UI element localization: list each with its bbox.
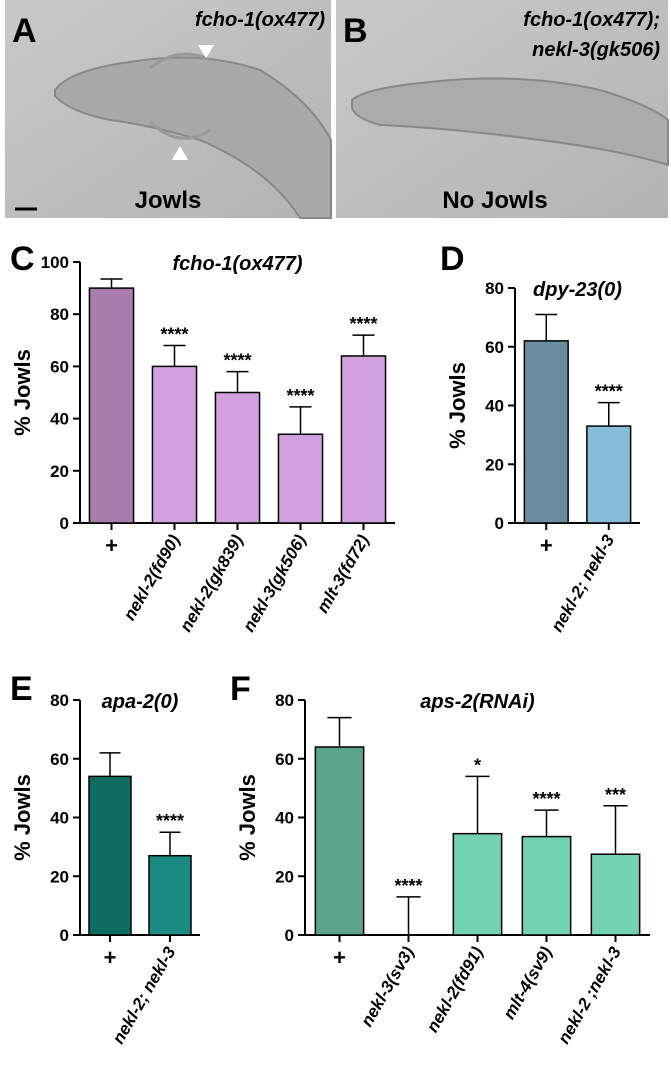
bar <box>215 393 259 524</box>
x-tick-label: mlt-4(sv9) <box>499 943 556 1022</box>
y-axis-label: % Jowls <box>10 349 35 436</box>
image-panel-b: B fcho-1(ox477); nekl-3(gk506) No Jowls <box>336 0 668 218</box>
bar <box>524 341 568 523</box>
y-tick-label: 60 <box>50 750 69 769</box>
y-tick-label: 40 <box>50 809 69 828</box>
bar <box>278 434 322 523</box>
x-tick-label: nekl-2; nekl-3 <box>109 943 180 1047</box>
x-tick-label: nekl-2(fd90) <box>120 531 184 623</box>
significance: **** <box>532 789 560 809</box>
panel-letter: F <box>230 670 251 708</box>
significance: *** <box>605 785 626 805</box>
y-tick-label: 0 <box>495 514 504 533</box>
y-axis-label: % Jowls <box>235 774 260 861</box>
y-tick-label: 0 <box>285 926 294 945</box>
y-tick-label: 20 <box>50 462 69 481</box>
chart-title: apa-2(0) <box>102 691 179 713</box>
y-tick-label: 80 <box>50 691 69 710</box>
x-tick-label: + <box>105 533 118 558</box>
chart-title: fcho-1(ox477) <box>172 253 302 275</box>
bar <box>587 426 631 523</box>
bar <box>341 356 385 523</box>
panel-letter: C <box>10 240 35 278</box>
y-tick-label: 40 <box>50 410 69 429</box>
y-tick-label: 60 <box>485 338 504 357</box>
significance: **** <box>595 382 623 402</box>
significance: **** <box>223 351 251 371</box>
bar <box>89 288 133 523</box>
y-tick-label: 40 <box>275 809 294 828</box>
y-tick-label: 20 <box>50 867 69 886</box>
bar <box>89 776 131 935</box>
x-tick-label: nekl-2 ;nekl-3 <box>554 943 625 1047</box>
bar <box>522 837 570 935</box>
significance: **** <box>349 314 377 334</box>
x-tick-label: nekl-3(gk506) <box>239 531 310 635</box>
x-tick-label: nekl-2; nekl-3 <box>547 531 618 635</box>
panel-letter: D <box>440 240 465 278</box>
y-tick-label: 0 <box>60 926 69 945</box>
y-tick-label: 100 <box>41 253 69 272</box>
chart-title: aps-2(RNAi) <box>420 691 535 713</box>
image-caption: Jowls <box>135 187 202 214</box>
panel-letter: E <box>10 670 33 708</box>
bar <box>152 366 196 523</box>
y-tick-label: 20 <box>275 867 294 886</box>
significance: * <box>474 755 481 775</box>
bar <box>149 856 191 935</box>
panel-letter: A <box>12 12 37 50</box>
bar <box>453 834 501 935</box>
significance: **** <box>160 325 188 345</box>
x-tick-label: + <box>540 533 553 558</box>
image-panel-a: A fcho-1(ox477) Jowls <box>5 0 331 218</box>
y-tick-label: 20 <box>485 455 504 474</box>
image-title: fcho-1(ox477) <box>195 9 325 31</box>
bar <box>315 747 363 935</box>
significance: **** <box>286 386 314 406</box>
y-tick-label: 80 <box>275 691 294 710</box>
x-tick-label: + <box>333 945 346 970</box>
x-tick-label: nekl-3(sv3) <box>357 943 418 1030</box>
y-tick-label: 40 <box>485 397 504 416</box>
y-axis-label: % Jowls <box>445 362 470 449</box>
image-title: fcho-1(ox477); <box>523 9 660 31</box>
y-axis-label: % Jowls <box>10 774 35 861</box>
image-caption: No Jowls <box>442 187 547 214</box>
x-tick-label: mlt-3(fd72) <box>313 531 373 616</box>
y-tick-label: 80 <box>485 279 504 298</box>
chart-title: dpy-23(0) <box>533 279 622 301</box>
y-tick-label: 80 <box>50 305 69 324</box>
bar <box>591 854 639 935</box>
y-tick-label: 60 <box>275 750 294 769</box>
x-tick-label: nekl-2(gk839) <box>176 531 247 635</box>
y-tick-label: 60 <box>50 357 69 376</box>
panel-letter: B <box>343 12 368 50</box>
significance: **** <box>394 876 422 896</box>
x-tick-label: nekl-2(fd91) <box>423 943 487 1035</box>
x-tick-label: + <box>104 945 117 970</box>
image-title: nekl-3(gk506) <box>532 39 660 61</box>
significance: **** <box>156 811 184 831</box>
y-tick-label: 0 <box>60 514 69 533</box>
